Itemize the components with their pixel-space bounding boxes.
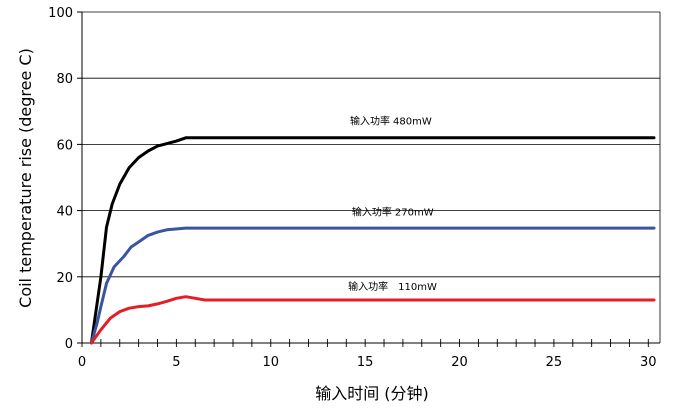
series-line-2: [89, 226, 656, 345]
gridlines: [82, 11, 660, 278]
x-tick-label: 10: [262, 355, 279, 370]
power-annotation-prefix: 输入功率: [350, 115, 390, 128]
y-tick-label: 60: [56, 138, 73, 153]
axes: 0 20 40 60 80 100 0 5 10 15 20 25 30: [48, 6, 661, 370]
power-annotation-value: 270mW: [395, 208, 434, 219]
x-tick-label: 20: [451, 355, 468, 370]
y-axis-title: Coil temperature rise (degree C): [16, 48, 35, 308]
x-axis-title: 输入时间 (分钟): [315, 384, 429, 403]
x-tick-label: 30: [640, 355, 657, 370]
y-tick-label: 40: [56, 205, 73, 220]
series-line-3: [89, 295, 656, 345]
x-tick-label: 25: [546, 355, 563, 370]
x-tick-label: 15: [357, 355, 374, 370]
power-annotation-prefix: 输入功率: [348, 280, 388, 293]
series-line-1: [89, 136, 656, 345]
x-tick-label: 0: [78, 355, 86, 370]
power-annotation-3: 输入功率 110mW: [348, 280, 437, 293]
power-annotation-value: 110mW: [398, 282, 437, 293]
power-annotation-1: 输入功率 480mW: [350, 115, 432, 128]
y-tick-label: 100: [48, 6, 73, 21]
power-annotation-prefix: 输入功率: [352, 206, 392, 219]
series-layer: [89, 136, 656, 345]
y-tick-label: 20: [56, 271, 73, 286]
x-tick-label: 5: [172, 355, 180, 370]
y-tick-label: 80: [56, 72, 73, 87]
power-annotation-2: 输入功率 270mW: [352, 206, 434, 219]
power-annotation-value: 480mW: [393, 117, 432, 128]
y-tick-label: 0: [65, 337, 73, 352]
